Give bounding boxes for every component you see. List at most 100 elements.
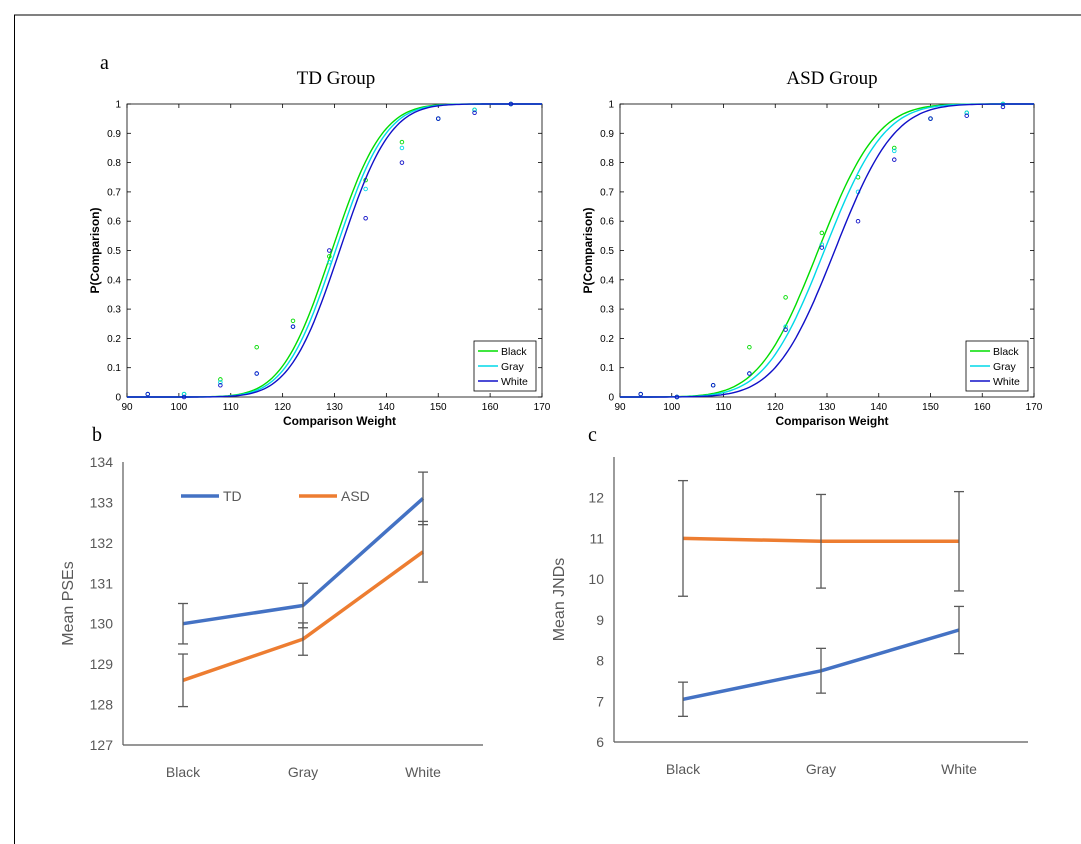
data-point-gray (819, 242, 825, 247)
data-point-white (674, 394, 680, 400)
y-axis-label: P(Comparison) (581, 207, 595, 293)
y-tick-label: 0.9 (600, 129, 614, 140)
x-tick-label: 170 (534, 402, 551, 413)
y-tick-label: 130 (90, 616, 114, 632)
chart-mean-pse: 127 128 129 130 131 132 133 134 Black Gray White Me… (60, 454, 483, 780)
y-tick-label: 0.1 (600, 363, 614, 374)
data-point-white (290, 324, 296, 329)
x-tick-label: 100 (663, 402, 680, 413)
data-point-white (436, 116, 441, 121)
y-tick-label: 8 (596, 653, 604, 669)
x-tick-label: 160 (974, 402, 991, 413)
x-tick-label: 130 (326, 402, 343, 413)
x-axis-label: Comparison Weight (283, 414, 396, 428)
x-tick-label: 120 (767, 402, 784, 413)
y-tick-label: 0.7 (600, 187, 614, 198)
y-tick-label: 0.2 (107, 334, 121, 345)
y-tick-label: 1 (115, 100, 121, 111)
data-point-black (254, 344, 259, 350)
chart-title-asd: ASD Group (786, 68, 878, 89)
y-axis-label: Mean JNDs (551, 558, 568, 642)
legend-label-td: TD (223, 488, 242, 504)
data-point-white (964, 113, 969, 118)
data-point-black (819, 230, 825, 236)
data-point-gray (399, 145, 405, 151)
data-point-white (855, 218, 861, 224)
data-point-white (747, 371, 752, 376)
legend-label-gray: Gray (993, 361, 1017, 373)
data-point-black (747, 344, 752, 350)
data-point-white (363, 216, 368, 221)
data-point-white (181, 394, 187, 400)
x-tick-label: 150 (922, 402, 939, 413)
y-tick-label: 134 (90, 454, 114, 470)
y-tick-label: 12 (588, 490, 604, 506)
chart-mean-jnd: 6 7 8 9 10 11 12 Black Gray White Mean JNDs (551, 457, 1028, 777)
x-tick-label: 130 (819, 402, 836, 413)
data-point-white (472, 110, 477, 116)
fit-curve-white (127, 103, 542, 398)
data-point-white (254, 371, 259, 376)
y-tick-label: 1 (608, 100, 614, 111)
legend-label-white: White (993, 376, 1020, 388)
data-point-gray (181, 391, 187, 397)
data-point-black (783, 295, 788, 300)
x-tick-label: 90 (614, 402, 626, 413)
data-point-white (819, 245, 825, 250)
legend-label-black: Black (993, 346, 1019, 358)
data-point-gray (964, 110, 969, 116)
panel-label-b: b (92, 424, 102, 446)
data-point-gray (218, 380, 223, 385)
x-tick-label: 110 (716, 402, 732, 413)
y-tick-label: 133 (90, 494, 114, 510)
y-tick-label: 132 (90, 535, 114, 551)
data-point-gray (892, 148, 897, 154)
y-tick-label: 0.6 (600, 217, 614, 228)
data-point-white (928, 116, 933, 121)
y-tick-label: 127 (90, 737, 114, 753)
x-tick-label: 140 (870, 402, 887, 413)
x-category-label: Gray (806, 761, 836, 777)
x-category-label: Gray (288, 764, 318, 780)
data-point-black (327, 254, 332, 259)
y-tick-label: 128 (90, 697, 114, 713)
data-point-white (327, 248, 332, 253)
y-tick-label: 0.3 (107, 305, 121, 316)
plot-area (619, 103, 1035, 398)
y-tick-label: 0 (115, 393, 121, 404)
legend-label-gray: Gray (501, 361, 525, 373)
y-tick-label: 11 (589, 530, 604, 546)
data-point-white (638, 391, 643, 397)
x-tick-label: 110 (223, 402, 239, 413)
legend-label-white: White (501, 376, 528, 388)
y-tick-label: 0.2 (600, 334, 614, 345)
x-tick-label: 140 (378, 402, 395, 413)
data-point-black (218, 377, 223, 382)
data-point-black (399, 139, 405, 145)
x-tick-label: 170 (1026, 402, 1043, 413)
x-axis-label: Comparison Weight (775, 414, 888, 428)
x-tick-label: 100 (171, 402, 188, 413)
y-tick-label: 0.4 (600, 275, 614, 286)
y-tick-label: 0.4 (107, 275, 121, 286)
y-tick-label: 131 (90, 575, 114, 591)
data-point-black (892, 145, 897, 151)
data-point-white (508, 101, 514, 107)
y-tick-label: 0.6 (107, 217, 121, 228)
x-tick-label: 90 (121, 402, 133, 413)
data-point-black (290, 318, 296, 324)
x-category-label: Black (666, 761, 701, 777)
y-tick-label: 7 (596, 693, 604, 709)
data-point-gray (327, 259, 332, 265)
chart-title-td: TD Group (296, 68, 376, 89)
fit-curve-white (620, 103, 1034, 398)
y-tick-label: 0.8 (107, 158, 121, 169)
data-point-gray (783, 324, 788, 329)
chart-asd-group: 90 100 110 120 130 140 150 160 170 0 0.1 0.2 0.3 0.4 0… (581, 100, 1043, 429)
panel-label-a: a (100, 52, 109, 74)
x-category-label: Black (166, 764, 201, 780)
data-point-gray (472, 107, 477, 113)
y-tick-label: 0.7 (107, 187, 121, 198)
data-point-white (710, 383, 716, 388)
